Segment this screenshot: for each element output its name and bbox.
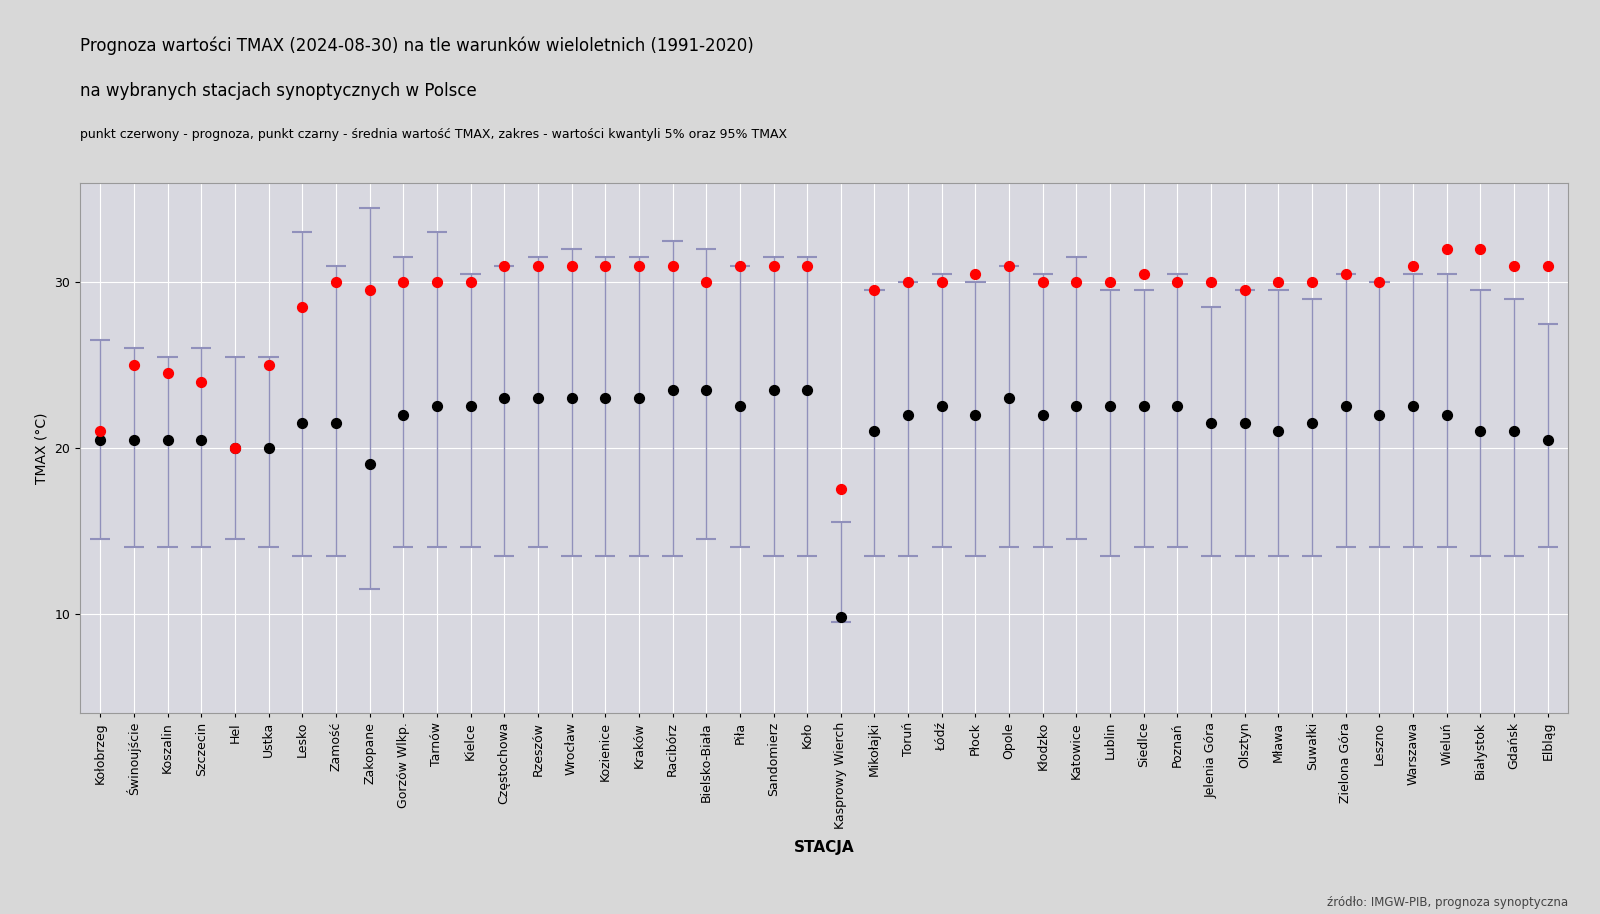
Point [1534, 259, 1560, 273]
Point [1266, 275, 1291, 290]
Point [1366, 275, 1392, 290]
Point [1198, 275, 1224, 290]
Point [1198, 416, 1224, 430]
Point [1165, 275, 1190, 290]
Point [525, 391, 550, 406]
Point [963, 408, 989, 422]
Point [1266, 424, 1291, 439]
Point [1333, 267, 1358, 282]
Point [222, 441, 248, 455]
Point [491, 391, 517, 406]
Point [122, 432, 147, 447]
Point [290, 300, 315, 314]
Text: na wybranych stacjach synoptycznych w Polsce: na wybranych stacjach synoptycznych w Po… [80, 82, 477, 101]
Point [794, 383, 819, 398]
Point [1400, 399, 1426, 414]
Point [1333, 399, 1358, 414]
Point [122, 357, 147, 372]
Point [1434, 241, 1459, 256]
Point [1098, 275, 1123, 290]
Point [862, 283, 888, 298]
Point [1467, 241, 1493, 256]
Point [357, 283, 382, 298]
Point [693, 383, 718, 398]
Point [1064, 275, 1090, 290]
Point [1098, 399, 1123, 414]
Point [256, 357, 282, 372]
Point [829, 482, 854, 496]
Point [1467, 424, 1493, 439]
Point [592, 259, 618, 273]
Point [390, 275, 416, 290]
Point [256, 441, 282, 455]
Point [323, 275, 349, 290]
Point [1299, 416, 1325, 430]
Point [390, 408, 416, 422]
Point [88, 432, 114, 447]
Point [424, 275, 450, 290]
Point [323, 416, 349, 430]
Point [1366, 408, 1392, 422]
Point [1165, 399, 1190, 414]
Point [760, 259, 786, 273]
Point [458, 399, 483, 414]
Point [155, 432, 181, 447]
Point [357, 457, 382, 472]
Point [862, 424, 888, 439]
Point [997, 391, 1022, 406]
Point [1131, 399, 1157, 414]
Point [458, 275, 483, 290]
Point [896, 275, 922, 290]
Point [222, 441, 248, 455]
Point [930, 399, 955, 414]
Point [592, 391, 618, 406]
Point [659, 383, 685, 398]
Text: punkt czerwony - prognoza, punkt czarny - średnia wartość TMAX, zakres - wartośc: punkt czerwony - prognoza, punkt czarny … [80, 128, 787, 141]
Point [1434, 408, 1459, 422]
Point [997, 259, 1022, 273]
Point [693, 275, 718, 290]
Point [1534, 432, 1560, 447]
Point [525, 259, 550, 273]
Point [1501, 424, 1526, 439]
Point [189, 432, 214, 447]
Text: Prognoza wartości TMAX (2024-08-30) na tle warunków wieloletnich (1991-2020): Prognoza wartości TMAX (2024-08-30) na t… [80, 37, 754, 55]
Point [1501, 259, 1526, 273]
Point [1232, 416, 1258, 430]
Point [155, 366, 181, 380]
Point [558, 391, 584, 406]
Point [930, 275, 955, 290]
Y-axis label: TMAX (°C): TMAX (°C) [35, 412, 50, 484]
Point [963, 267, 989, 282]
X-axis label: STACJA: STACJA [794, 840, 854, 856]
Point [1030, 408, 1056, 422]
Point [1299, 275, 1325, 290]
Point [189, 374, 214, 388]
Point [88, 424, 114, 439]
Point [558, 259, 584, 273]
Point [896, 408, 922, 422]
Point [424, 399, 450, 414]
Point [659, 259, 685, 273]
Point [829, 610, 854, 624]
Text: źródło: IMGW-PIB, prognoza synoptyczna: źródło: IMGW-PIB, prognoza synoptyczna [1326, 897, 1568, 909]
Point [1064, 399, 1090, 414]
Point [1030, 275, 1056, 290]
Point [726, 399, 752, 414]
Point [626, 391, 651, 406]
Point [290, 416, 315, 430]
Point [1232, 283, 1258, 298]
Point [491, 259, 517, 273]
Point [760, 383, 786, 398]
Point [1131, 267, 1157, 282]
Point [726, 259, 752, 273]
Point [626, 259, 651, 273]
Point [1400, 259, 1426, 273]
Point [794, 259, 819, 273]
